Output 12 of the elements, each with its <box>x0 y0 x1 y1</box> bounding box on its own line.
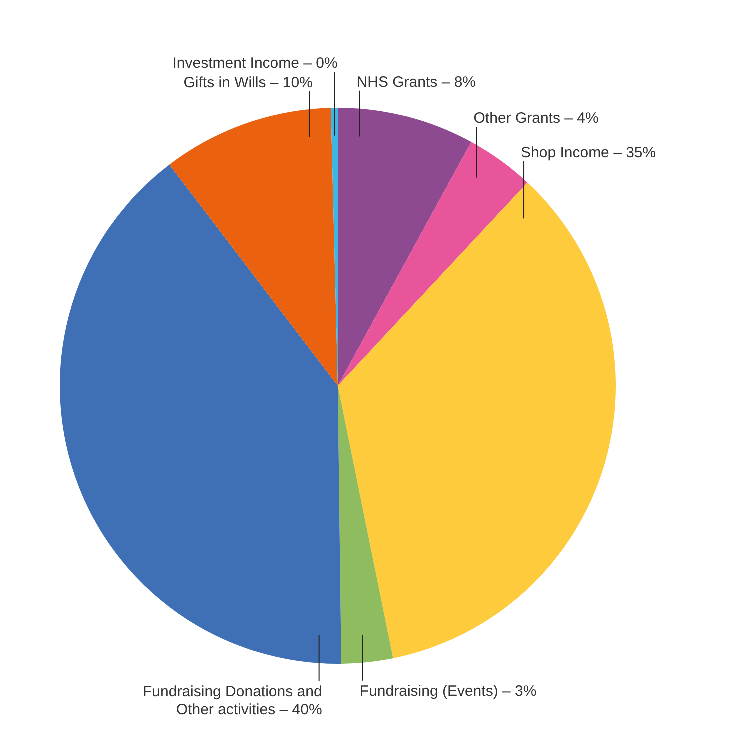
slice-label: Other Grants – 4% <box>474 110 599 128</box>
slice-label: Fundraising (Events) – 3% <box>360 682 537 700</box>
slice-label: NHS Grants – 8% <box>356 74 476 91</box>
pie-slice <box>338 108 472 386</box>
slice-label: Fundraising Donations and Other activities – 40% <box>143 683 322 718</box>
pie-slice <box>60 164 342 664</box>
pie-slice <box>338 182 616 658</box>
slice-label: Gifts in Wills – 10% <box>184 74 313 92</box>
slice-label: Investment Income – 0% <box>172 55 338 72</box>
slice-label: Shop Income – 35% <box>521 144 656 162</box>
pie-slice <box>170 108 338 386</box>
pie-slice <box>338 386 394 664</box>
